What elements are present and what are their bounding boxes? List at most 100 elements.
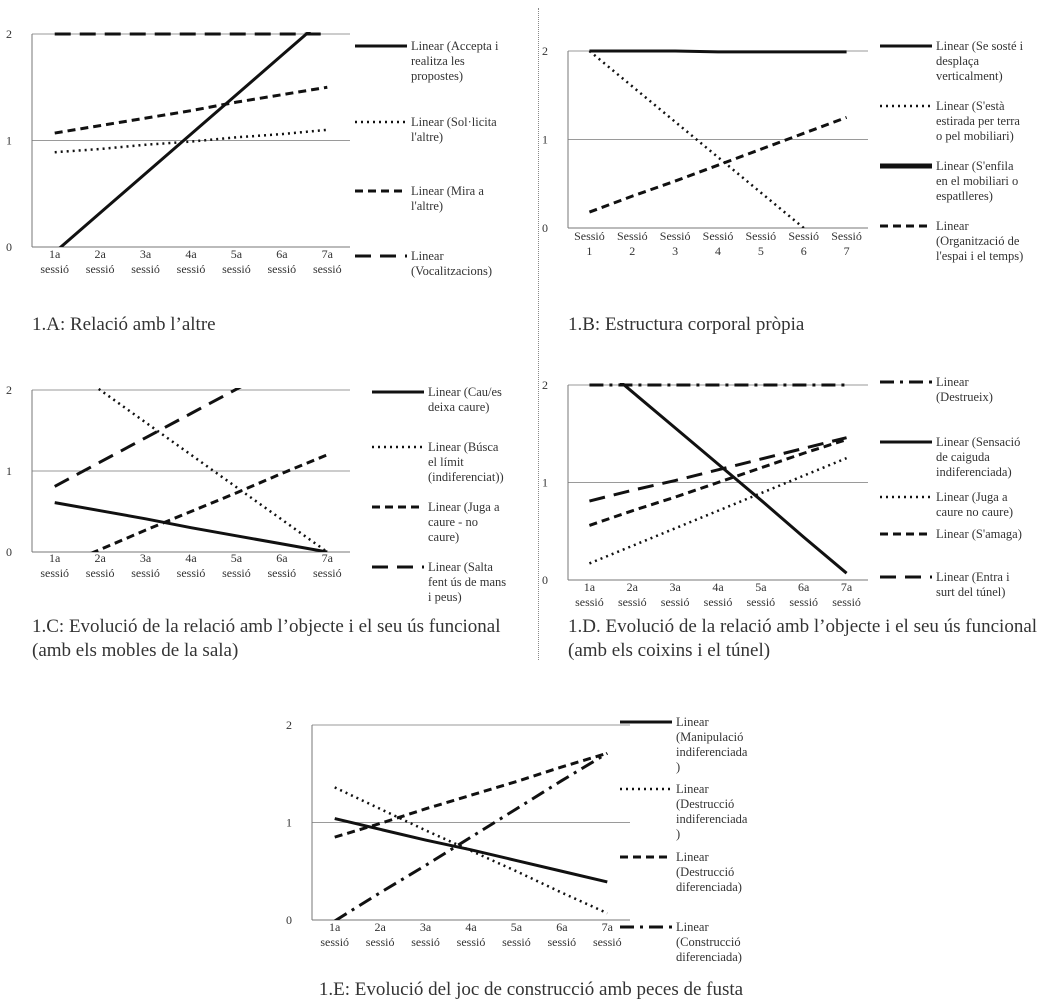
x-tick-label: 1a sessió [320,920,349,949]
legend-entry: Linear (Juga a caure - no caure) [372,500,500,544]
x-tick-label: 6a sessió [548,920,577,949]
series-line-3 [54,85,328,135]
legend-label: Linear (Juga a caure - no caure) [428,500,500,544]
legend-entry: Linear (S'està estirada per terra o pel mo… [880,99,1020,143]
legend-entry: Linear (Destrucció diferenciada) [620,850,742,894]
y-tick-label: 0 [286,913,292,927]
legend-label: Linear (Mira a l'altre) [411,184,484,213]
x-tick-label: 4a sessió [177,551,206,580]
legend-label: Linear (Organització de l'espai i el temps… [936,219,1023,263]
legend-label: Linear (Juga a caure no caure) [936,490,1013,519]
y-tick-label: 2 [542,44,548,58]
legend-entry: Linear (Entra i surt del túnel) [880,570,1010,599]
x-tick-label: 4a sessió [177,247,206,276]
x-tick-label: 6a sessió [789,580,818,609]
legend-label: Linear (Manipulació indiferenciada) [676,715,748,774]
legend-label: Linear (Sol·licita l'altre) [411,115,497,144]
caption-1a: 1.A: Relació amb l’altre [32,314,216,335]
legend-entry: Linear (Se sosté i desplaça verticalment) [880,39,1024,83]
series-line-3 [334,751,608,839]
x-tick-label: 7a sessió [313,247,342,276]
x-tick-label: 7a sessió [313,551,342,580]
x-tick-label: 1a sessió [575,580,604,609]
legend-label: Linear (S'està estirada per terra o pel mo… [936,99,1020,143]
x-tick-label: Sessió 4 [703,229,734,258]
legend-entry: Linear (Manipulació indiferenciada) [620,715,748,774]
legend-entry: Linear (S'amaga) [880,527,1022,541]
x-tick-label: 3a sessió [411,920,440,949]
x-tick-label: Sessió 2 [617,229,648,258]
y-tick-label: 1 [6,134,12,148]
x-tick-label: 1a sessió [40,247,69,276]
series-line-2 [95,388,329,552]
chart-1c: 0 1 2 1a sessió 2a sessió 3a sessió 4a sessió 5a ses… [6,383,506,604]
legend-entry: Linear (Sol·licita l'altre) [355,115,497,144]
panel-divider [538,8,539,660]
y-tick-label: 2 [6,27,12,41]
y-tick-label: 2 [6,383,12,397]
legend-entry: Linear (Vocalitzacions) [355,249,492,278]
y-tick-label: 0 [6,545,12,559]
legend-entry: Linear (Mira a l'altre) [355,184,484,213]
x-tick-label: 7a sessió [832,580,861,609]
series-line-4 [588,438,848,527]
chart-1d: 0 1 2 1a sessió 2a sessió 3a sessió 4a sessió 5a ses… [542,375,1022,609]
legend-label: Linear (Construcció diferenciada) [676,920,742,964]
legend-entry: Linear (Cau/es deixa caure) [372,385,502,414]
series-line-4 [588,115,848,214]
legend-label: Linear (Accepta i realitza les propostes) [411,39,499,83]
legend-label: Linear (Se sosté i desplaça verticalment) [936,39,1024,83]
chart-1a: 0 1 2 1a sessió 2a sessió 3a sessió 4a sessió 5a ses… [6,27,499,278]
legend-entry: Linear (Accepta i realitza les propostes) [355,39,499,83]
legend-entry: Linear (Destrucció indiferenciada) [620,782,748,841]
series-line-1 [54,501,328,552]
caption-1b: 1.B: Estructura corporal pròpia [568,314,805,335]
legend-label: Linear (Destrueix) [936,375,993,404]
x-tick-label: 5a sessió [502,920,531,949]
series-line-2 [334,786,608,915]
series-line-4 [54,388,242,488]
x-tick-label: 1a sessió [40,551,69,580]
x-tick-label: 2a sessió [618,580,647,609]
x-tick-label: Sessió 3 [660,229,691,258]
y-tick-label: 1 [6,464,12,478]
y-tick-label: 0 [6,240,12,254]
x-tick-label: 3a sessió [661,580,690,609]
caption-1c: 1.C: Evolució de la relació amb l’object… [32,616,501,661]
series-line-2 [619,383,848,575]
x-tick-label: Sessió 5 [746,229,777,258]
legend-label: Linear (Entra i surt del túnel) [936,570,1010,599]
caption-1e: 1.E: Evolució del joc de construcció amb… [318,979,744,1000]
y-tick-label: 1 [542,133,548,147]
x-tick-label: 5a sessió [222,247,251,276]
x-tick-label: 6a sessió [268,247,297,276]
legend-label: Linear (S'amaga) [936,527,1022,541]
series-line-1 [589,49,847,54]
series-line-1 [58,32,312,247]
series-line-1 [334,817,608,884]
x-tick-label: 2a sessió [86,247,115,276]
x-tick-label: 4a sessió [457,920,486,949]
legend-label: Linear (Salta fent ús de mans i peus) [428,560,506,604]
series-line-4 [333,751,609,920]
legend-label: Linear (Vocalitzacions) [411,249,492,278]
y-tick-label: 1 [542,476,548,490]
x-tick-label: Sessió 6 [788,229,819,258]
legend-label: Linear (Sensació de caiguda indiferenciada… [936,435,1020,479]
x-tick-label: Sessió 7 [831,229,862,258]
legend-entry: Linear (Búsca el límit (indiferenciat)) [372,440,504,484]
x-tick-label: Sessió 1 [574,229,605,258]
legend-entry: Linear (Destrueix) [880,375,993,404]
legend-label: Linear (Cau/es deixa caure) [428,385,502,414]
legend-label: Linear (Búsca el límit (indiferenciat)) [428,440,504,484]
x-tick-label: 5a sessió [747,580,776,609]
series-line-2 [588,50,806,228]
y-tick-label: 1 [286,816,292,830]
x-tick-label: 2a sessió [86,551,115,580]
series-line-3 [90,453,328,552]
chart-1b: 0 1 2 Sessió 1 Sessió 2 Sessió 3 Sessió 4 Sessió 5 Se… [542,39,1024,263]
legend-entry: Linear (S'enfila en el mobiliari o espatll… [880,159,1018,203]
x-tick-label: 3a sessió [131,551,160,580]
y-tick-label: 0 [542,221,548,235]
